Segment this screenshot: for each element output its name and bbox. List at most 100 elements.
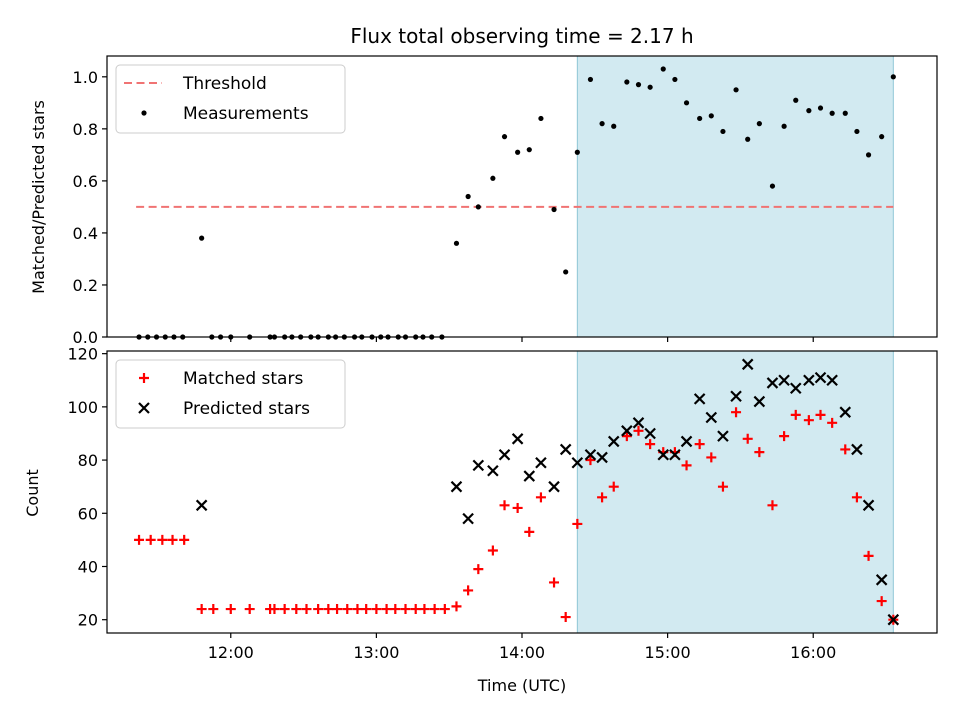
observing-window-band	[576, 350, 894, 634]
y-tick-label: 100	[67, 398, 98, 417]
predicted-stars-point	[621, 425, 633, 437]
predicted-stars-point	[851, 443, 863, 456]
matched-stars-point	[560, 612, 571, 623]
measurement-point	[635, 82, 642, 88]
measurement-point	[501, 134, 508, 140]
x-tick-label: 16:00	[790, 643, 836, 662]
top-y-axis-label: Matched/Predicted stars	[29, 100, 48, 294]
measurement-point	[563, 269, 569, 275]
measurement-point	[720, 128, 726, 135]
matched-stars-point	[803, 415, 814, 426]
legend-measurement-swatch	[141, 110, 147, 116]
y-tick-label: 0.0	[73, 328, 98, 347]
measurement-point	[599, 121, 605, 127]
predicted-stars-point	[487, 464, 499, 477]
predicted-stars-point	[559, 443, 572, 456]
matched-stars-point	[645, 439, 656, 450]
predicted-stars-point	[789, 382, 802, 395]
matched-stars-point	[244, 604, 255, 615]
bottom-y-axis-label: Count	[23, 469, 42, 517]
matched-stars-point	[323, 604, 334, 615]
matched-stars-point	[524, 526, 535, 537]
predicted-stars-point	[814, 371, 827, 384]
matched-stars-point	[512, 502, 523, 513]
measurement-point	[624, 79, 630, 85]
matched-stars-point	[390, 604, 401, 615]
matched-stars-point	[342, 604, 353, 615]
matched-stars-point	[767, 500, 778, 511]
matched-stars-point	[269, 604, 280, 615]
predicted-stars-point	[644, 427, 656, 440]
matched-stars-point	[225, 604, 236, 615]
predicted-stars-point	[607, 435, 620, 448]
measurement-point	[526, 147, 532, 153]
predicted-stars-point	[741, 358, 754, 371]
measurement-point	[647, 84, 653, 90]
y-tick-label: 0.2	[73, 276, 98, 295]
matched-stars-point	[681, 460, 692, 471]
x-tick-label: 15:00	[645, 643, 691, 662]
matched-stars-point	[451, 601, 462, 612]
legend: Matched stars Predicted stars	[115, 359, 346, 429]
measurement-point	[587, 76, 594, 83]
matched-stars-point	[827, 417, 838, 428]
matched-stars-point	[208, 604, 219, 615]
matched-stars-point	[815, 409, 826, 420]
measurement-point	[697, 115, 703, 122]
matched-stars-point	[371, 604, 382, 615]
predicted-stars-point	[535, 456, 547, 469]
legend-matched-swatch	[139, 373, 149, 383]
predicted-stars-point	[839, 406, 852, 418]
matched-stars-point	[549, 577, 560, 588]
y-tick-label: 40	[78, 557, 98, 576]
y-tick-label: 80	[78, 451, 98, 470]
matched-stars-point	[291, 604, 302, 615]
matched-stars-point	[499, 500, 510, 511]
matched-stars-point	[608, 481, 619, 492]
predicted-stars-point	[657, 448, 670, 461]
matched-stars-point	[742, 433, 753, 444]
measurement-point	[733, 87, 739, 93]
predicted-stars-point	[887, 613, 900, 626]
measurement-point	[842, 110, 848, 116]
measurement-point	[551, 206, 557, 213]
legend-label: Threshold	[182, 74, 267, 94]
predicted-stars-point	[571, 456, 584, 469]
measurement-point	[199, 235, 205, 241]
y-tick-label: 60	[78, 504, 98, 523]
y-tick-label: 0.6	[73, 172, 98, 191]
matched-stars-point	[196, 604, 207, 615]
measurement-point	[465, 193, 471, 200]
y-tick-label: 120	[67, 345, 98, 364]
predicted-stars-point	[548, 480, 560, 493]
predicted-stars-point	[705, 411, 718, 424]
measurement-point	[890, 74, 896, 80]
matched-stars-point	[535, 492, 546, 503]
matched-stars-point	[473, 564, 484, 575]
matched-stars-point	[332, 604, 343, 615]
legend-label: Predicted stars	[183, 399, 310, 419]
measurement-point	[574, 149, 580, 155]
measurement-point	[865, 152, 872, 158]
predicted-stars-point	[472, 459, 485, 472]
matched-stars-point	[779, 431, 790, 442]
matched-stars-point	[694, 439, 705, 450]
measurement-point	[538, 115, 544, 122]
matched-stars-point	[621, 431, 632, 442]
matched-stars-point	[597, 492, 608, 503]
matched-stars-point	[706, 452, 717, 463]
matched-stars-point	[754, 447, 765, 458]
matched-stars-point	[157, 534, 168, 545]
legend-predicted-swatch	[138, 402, 150, 414]
matched-stars-point	[429, 604, 440, 615]
matched-stars-point	[134, 534, 145, 545]
y-tick-label: 0.4	[73, 224, 98, 243]
predicted-stars-point	[511, 433, 524, 445]
predicted-stars-point	[498, 448, 511, 461]
matched-stars-point	[361, 604, 372, 615]
matched-stars-point	[572, 518, 583, 529]
predicted-stars-point	[730, 390, 742, 403]
matched-stars-point	[279, 604, 290, 615]
measurement-point	[515, 149, 521, 155]
